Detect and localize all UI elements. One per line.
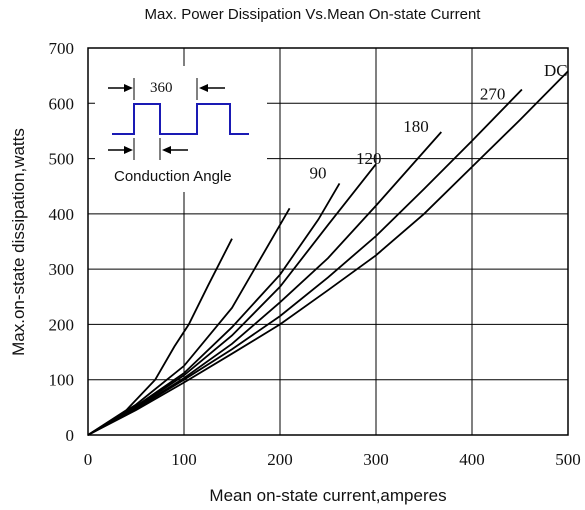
curve-30 bbox=[87, 238, 233, 436]
curve-120 bbox=[87, 163, 377, 436]
inset-background bbox=[95, 66, 267, 192]
inset-period-label: 360 bbox=[150, 80, 173, 96]
curve-90 bbox=[87, 182, 341, 436]
x-tick-label: 400 bbox=[459, 450, 485, 469]
y-tick-label: 100 bbox=[49, 371, 75, 390]
inset-period-arrowhead-right bbox=[199, 84, 208, 92]
curve-label-120: 120 bbox=[356, 149, 382, 168]
curve-label-dc: DC bbox=[544, 61, 568, 80]
x-tick-labels: 0 100 200 300 400 500 bbox=[84, 450, 581, 469]
chart-title: Max. Power Dissipation Vs.Mean On-state … bbox=[144, 6, 481, 23]
curve-label-90: 90 bbox=[310, 163, 327, 182]
curve-label-180: 180 bbox=[403, 117, 429, 136]
x-tick-label: 0 bbox=[84, 450, 93, 469]
curve-270 bbox=[87, 88, 523, 436]
x-tick-label: 200 bbox=[267, 450, 293, 469]
y-tick-label: 400 bbox=[49, 205, 75, 224]
x-tick-label: 100 bbox=[171, 450, 197, 469]
plot-area-frame bbox=[87, 47, 569, 436]
y-tick-labels: 0 100 200 300 400 500 600 700 bbox=[49, 39, 75, 445]
y-tick-label: 700 bbox=[49, 39, 75, 58]
inset-waveform bbox=[112, 103, 249, 135]
y-tick-label: 0 bbox=[66, 426, 75, 445]
curve-60 bbox=[87, 207, 291, 436]
y-tick-label: 200 bbox=[49, 315, 75, 334]
y-tick-label: 500 bbox=[49, 150, 75, 169]
inset-conduction-arrowhead-right bbox=[162, 146, 171, 154]
y-tick-label: 600 bbox=[49, 94, 75, 113]
curves-group bbox=[87, 70, 569, 436]
y-axis-title: Max.on-state dissipation,watts bbox=[9, 128, 28, 356]
curve-label-270: 270 bbox=[480, 84, 506, 103]
x-tick-label: 300 bbox=[363, 450, 389, 469]
x-axis-title: Mean on-state current,amperes bbox=[209, 486, 446, 505]
inset-period-arrowhead-left bbox=[124, 84, 133, 92]
x-tick-label: 500 bbox=[555, 450, 581, 469]
inset-caption: Conduction Angle bbox=[114, 168, 232, 185]
y-tick-label: 300 bbox=[49, 260, 75, 279]
curve-dc bbox=[87, 70, 569, 436]
inset-conduction-arrowhead-left bbox=[124, 146, 133, 154]
